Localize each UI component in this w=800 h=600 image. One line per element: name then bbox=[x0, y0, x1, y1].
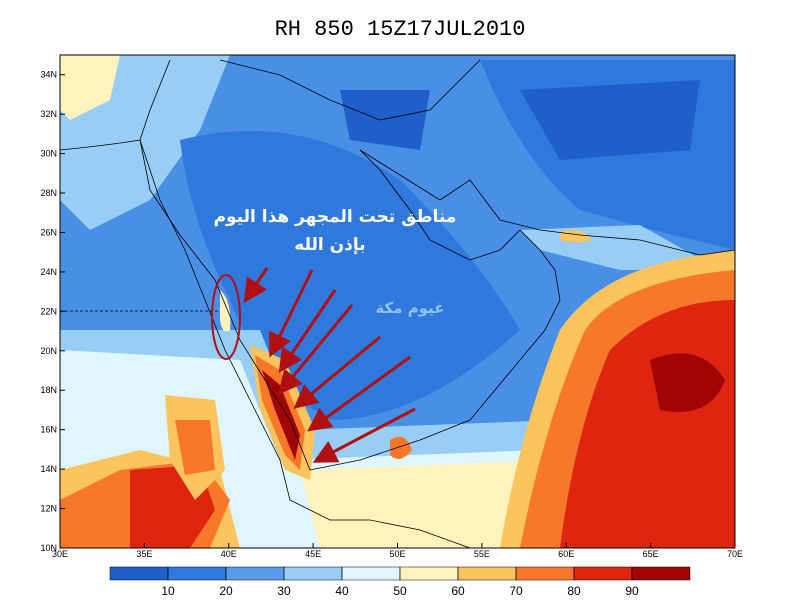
annotation-cloud: غيوم مكة bbox=[375, 299, 444, 317]
colorbar-tick-label: 50 bbox=[393, 584, 407, 598]
lat-tick-label: 28N bbox=[40, 188, 57, 198]
lat-tick-label: 26N bbox=[40, 227, 57, 237]
lat-tick-label: 14N bbox=[40, 464, 57, 474]
colorbar-tick-label: 30 bbox=[277, 584, 291, 598]
lat-tick-label: 20N bbox=[40, 346, 57, 356]
rh-field bbox=[60, 55, 735, 548]
lon-tick-label: 40E bbox=[221, 549, 237, 559]
lat-tick-label: 18N bbox=[40, 385, 57, 395]
colorbar-tick-label: 60 bbox=[451, 584, 465, 598]
title: RH 850 15Z17JUL2010 bbox=[275, 17, 526, 42]
lon-tick-label: 30E bbox=[52, 549, 68, 559]
lon-tick-label: 35E bbox=[136, 549, 152, 559]
lat-tick-label: 10N bbox=[40, 543, 57, 553]
arrows bbox=[243, 267, 416, 463]
lat-tick-label: 34N bbox=[40, 70, 57, 80]
colorbar-tick-label: 70 bbox=[509, 584, 523, 598]
lat-tick-label: 12N bbox=[40, 504, 57, 514]
colorbar-segment bbox=[399, 566, 459, 581]
colorbar-segment bbox=[109, 566, 169, 581]
colorbar-tick-label: 40 bbox=[335, 584, 349, 598]
colorbar-segment bbox=[341, 566, 401, 581]
colorbar-segment bbox=[457, 566, 517, 581]
colorbar-segment bbox=[225, 566, 285, 581]
annotation-headline: مناطق تحت المجهر هذا اليوم bbox=[214, 207, 457, 227]
lat-tick-label: 16N bbox=[40, 425, 57, 435]
colorbar-tick-label: 20 bbox=[219, 584, 233, 598]
colorbar-segment bbox=[631, 566, 691, 581]
lon-tick-label: 45E bbox=[305, 549, 321, 559]
lon-tick-label: 50E bbox=[389, 549, 405, 559]
highlight-ellipse bbox=[211, 274, 241, 360]
lat-tick-label: 30N bbox=[40, 149, 57, 159]
colorbar-tick-label: 10 bbox=[161, 584, 175, 598]
colorbar-tick-label: 90 bbox=[625, 584, 639, 598]
lon-tick-label: 70E bbox=[727, 549, 743, 559]
lat-tick-label: 24N bbox=[40, 267, 57, 277]
lon-tick-label: 60E bbox=[558, 549, 574, 559]
colorbar-tick-label: 80 bbox=[567, 584, 581, 598]
colorbar-segment bbox=[283, 566, 343, 581]
lat-tick-label: 22N bbox=[40, 306, 57, 316]
lat-tick-label: 32N bbox=[40, 109, 57, 119]
colorbar-segment bbox=[167, 566, 227, 581]
lon-tick-label: 55E bbox=[474, 549, 490, 559]
colorbar-segment bbox=[515, 566, 575, 581]
annotation-subline: بإذن الله bbox=[294, 235, 365, 255]
colorbar-segment bbox=[573, 566, 633, 581]
lon-tick-label: 65E bbox=[643, 549, 659, 559]
